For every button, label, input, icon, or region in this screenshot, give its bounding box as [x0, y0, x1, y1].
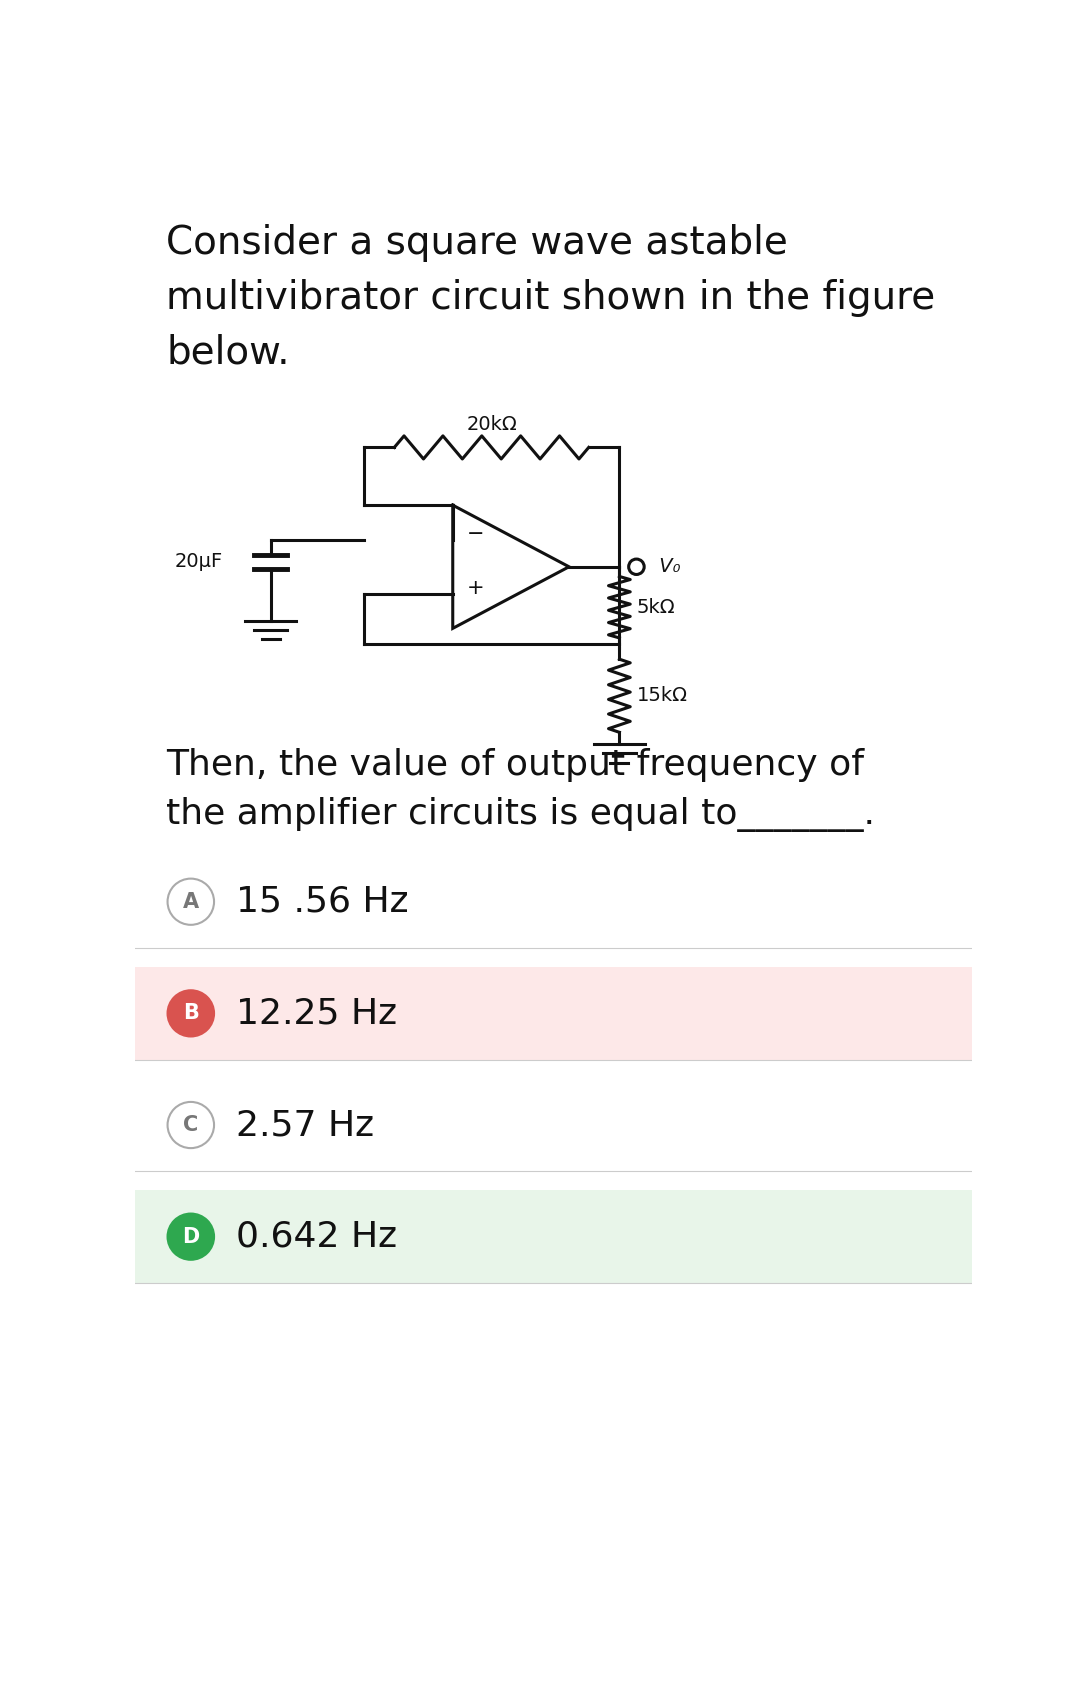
Text: 0.642 Hz: 0.642 Hz — [235, 1220, 396, 1254]
Text: 5kΩ: 5kΩ — [636, 598, 675, 616]
Circle shape — [167, 1214, 214, 1259]
Circle shape — [167, 1102, 214, 1148]
FancyBboxPatch shape — [135, 967, 972, 1060]
Text: 15kΩ: 15kΩ — [636, 687, 688, 706]
Text: 20kΩ: 20kΩ — [467, 415, 517, 434]
Text: C: C — [184, 1116, 199, 1134]
Text: 12.25 Hz: 12.25 Hz — [235, 996, 396, 1030]
Text: D: D — [183, 1227, 200, 1247]
Text: V₀: V₀ — [653, 557, 681, 576]
Text: Consider a square wave astable
multivibrator circuit shown in the figure
below.: Consider a square wave astable multivibr… — [166, 225, 935, 371]
Text: A: A — [183, 891, 199, 912]
Circle shape — [167, 991, 214, 1036]
FancyBboxPatch shape — [135, 1079, 972, 1171]
Text: 20μF: 20μF — [174, 552, 222, 572]
FancyBboxPatch shape — [135, 856, 972, 949]
Text: +: + — [467, 579, 484, 599]
Text: 15 .56 Hz: 15 .56 Hz — [235, 885, 408, 918]
Circle shape — [629, 559, 644, 574]
FancyBboxPatch shape — [135, 1190, 972, 1283]
Text: 2.57 Hz: 2.57 Hz — [235, 1107, 374, 1143]
Text: B: B — [183, 1003, 199, 1023]
Text: −: − — [467, 525, 484, 544]
Text: Then, the value of output frequency of
the amplifier circuits is equal to_______: Then, the value of output frequency of t… — [166, 748, 875, 832]
Circle shape — [167, 879, 214, 925]
